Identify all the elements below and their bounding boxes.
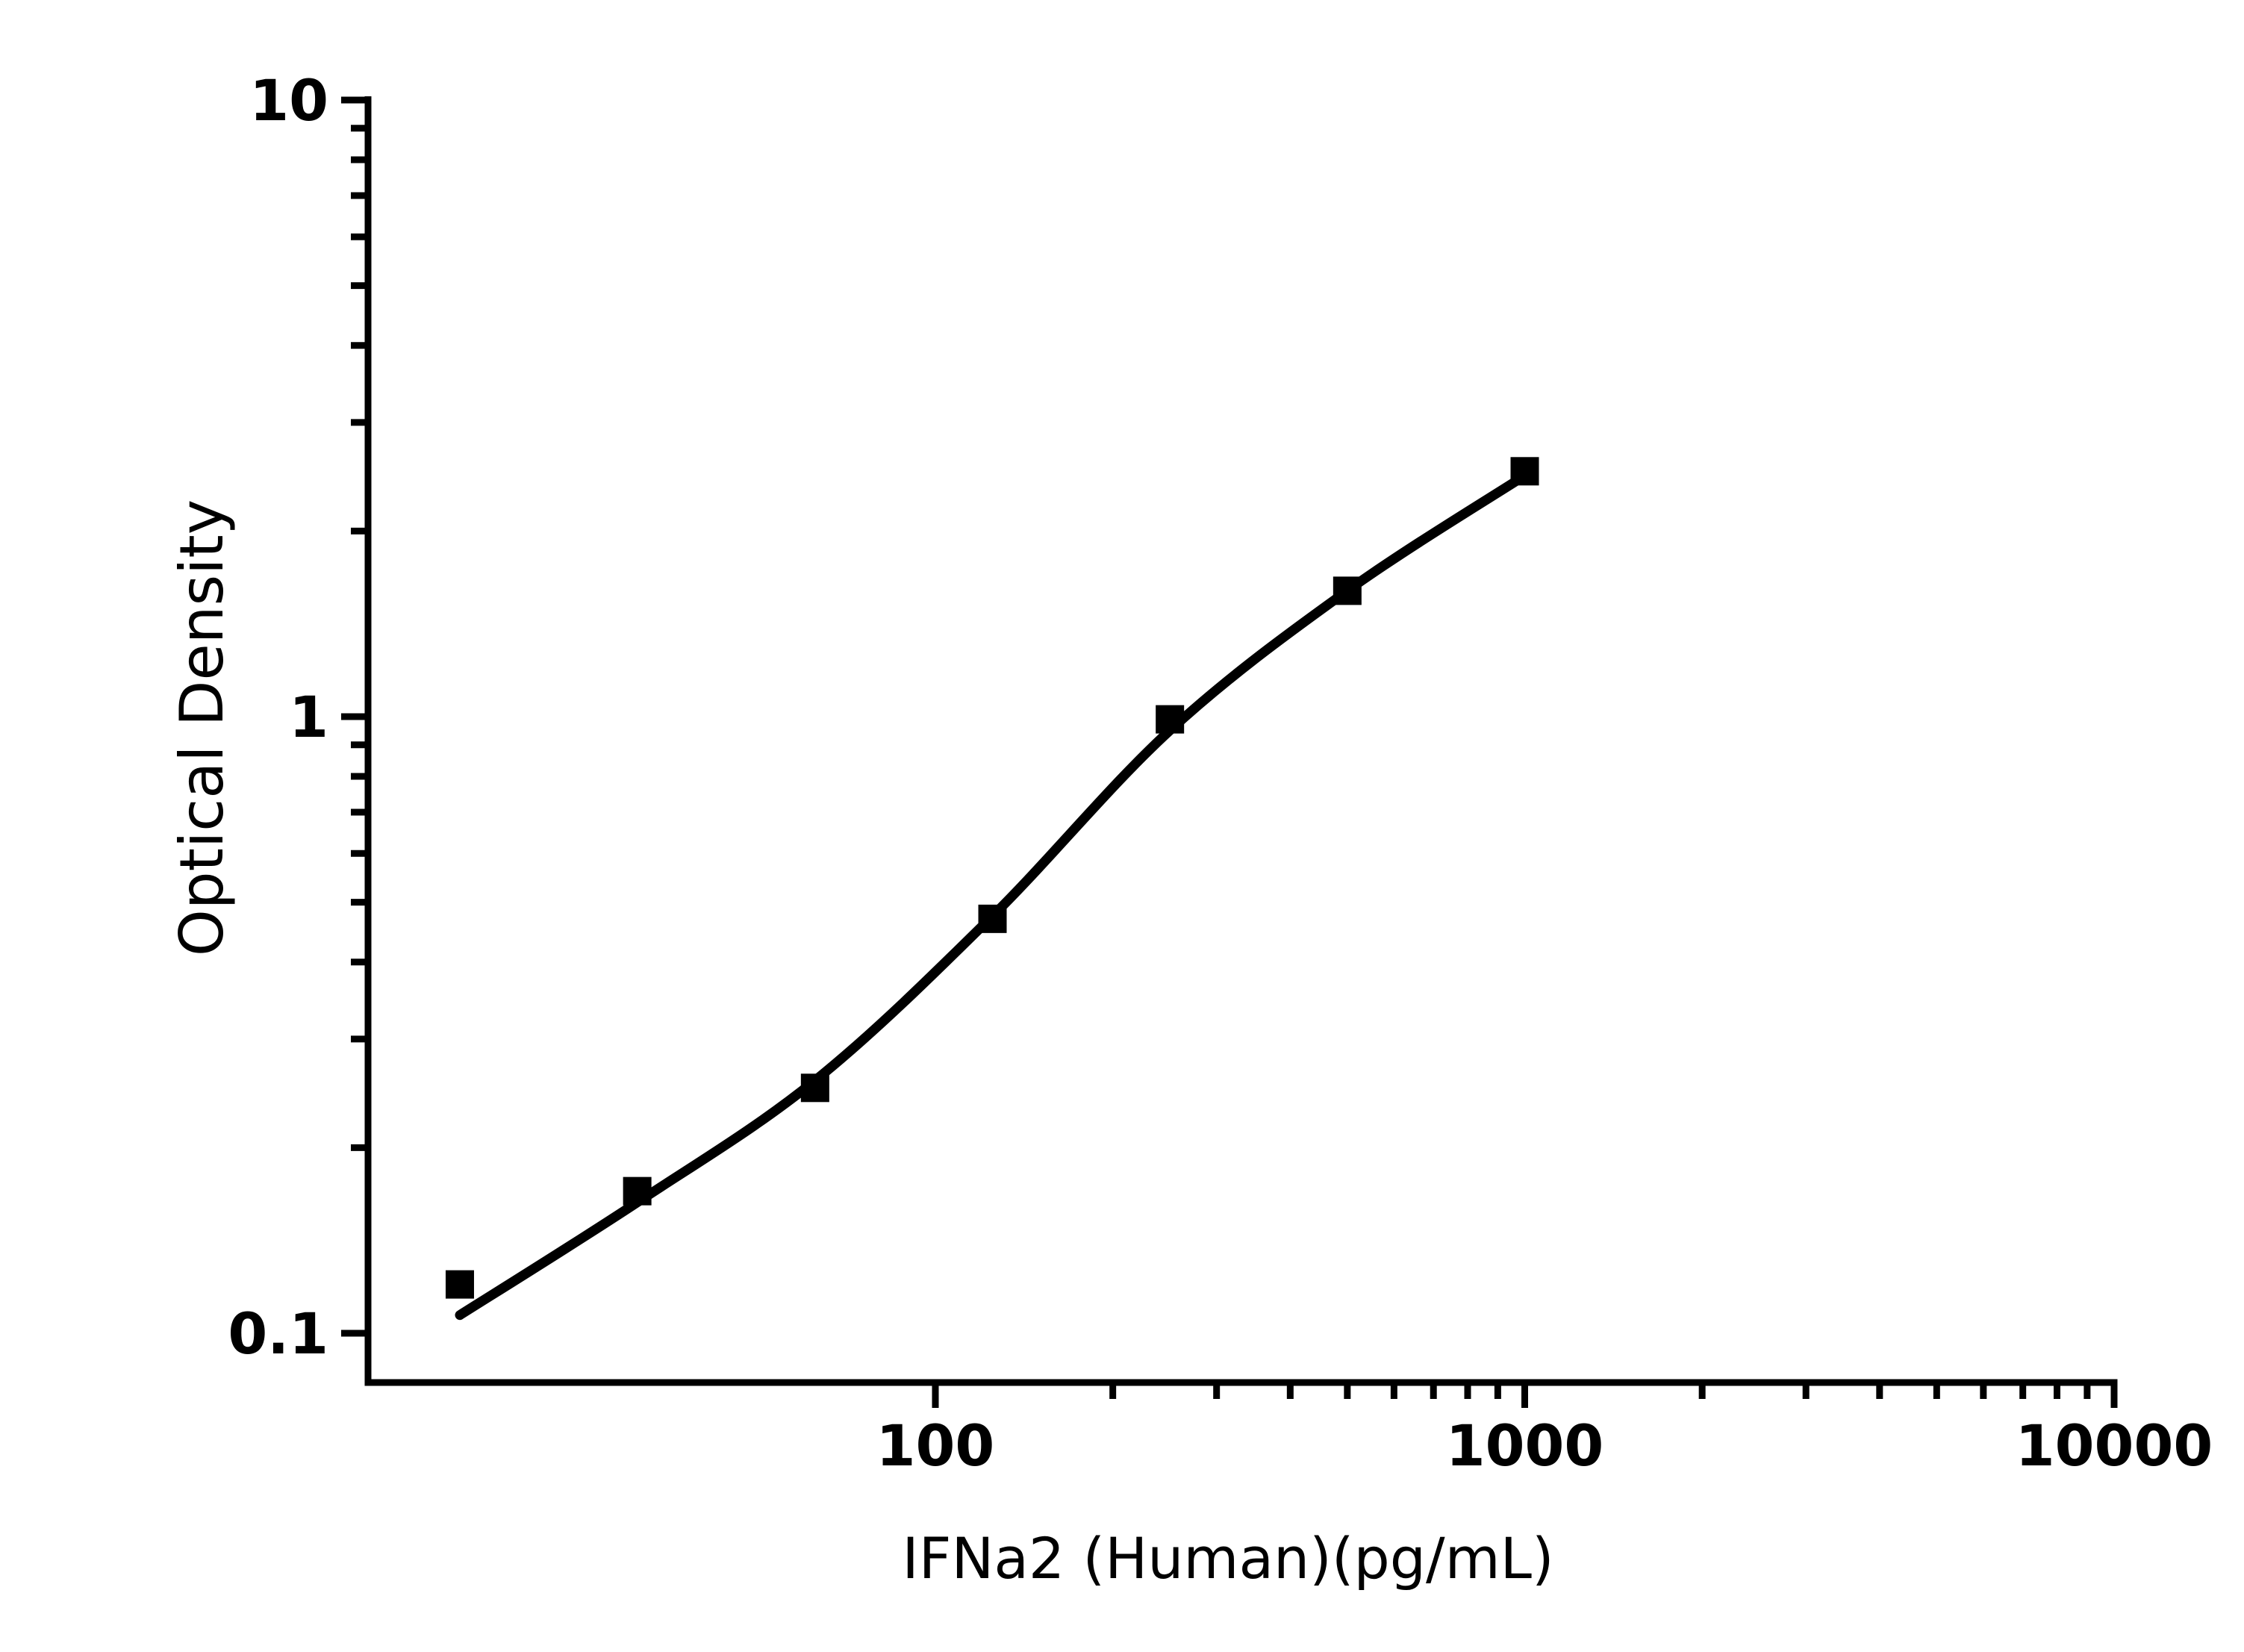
x-tick-label: 10000	[2016, 1412, 2213, 1479]
data-series	[445, 457, 1539, 1321]
y-tick-label: 10	[249, 67, 328, 134]
data-point-marker	[623, 1176, 652, 1206]
data-point-marker	[978, 904, 1007, 933]
x-axis-title: IFNa2 (Human)(pg/mL)	[902, 1525, 1553, 1592]
fit-curve	[455, 470, 1530, 1321]
data-point-marker	[1510, 457, 1539, 486]
axis-tick-labels: 100 1000 10000 10 1 0.1	[228, 67, 2213, 1479]
x-tick-label: 1000	[1446, 1412, 1604, 1479]
axes	[364, 96, 2118, 1386]
data-point-marker	[1156, 705, 1185, 734]
axis-ticks	[341, 96, 2118, 1408]
data-point-marker	[445, 1270, 474, 1299]
y-tick-label: 1	[289, 684, 328, 750]
x-tick-label: 100	[876, 1412, 995, 1479]
data-point-marker	[1333, 576, 1362, 605]
y-axis-title: Optical Density	[167, 499, 237, 956]
y-tick-label: 0.1	[228, 1300, 328, 1367]
data-point-marker	[800, 1073, 829, 1103]
